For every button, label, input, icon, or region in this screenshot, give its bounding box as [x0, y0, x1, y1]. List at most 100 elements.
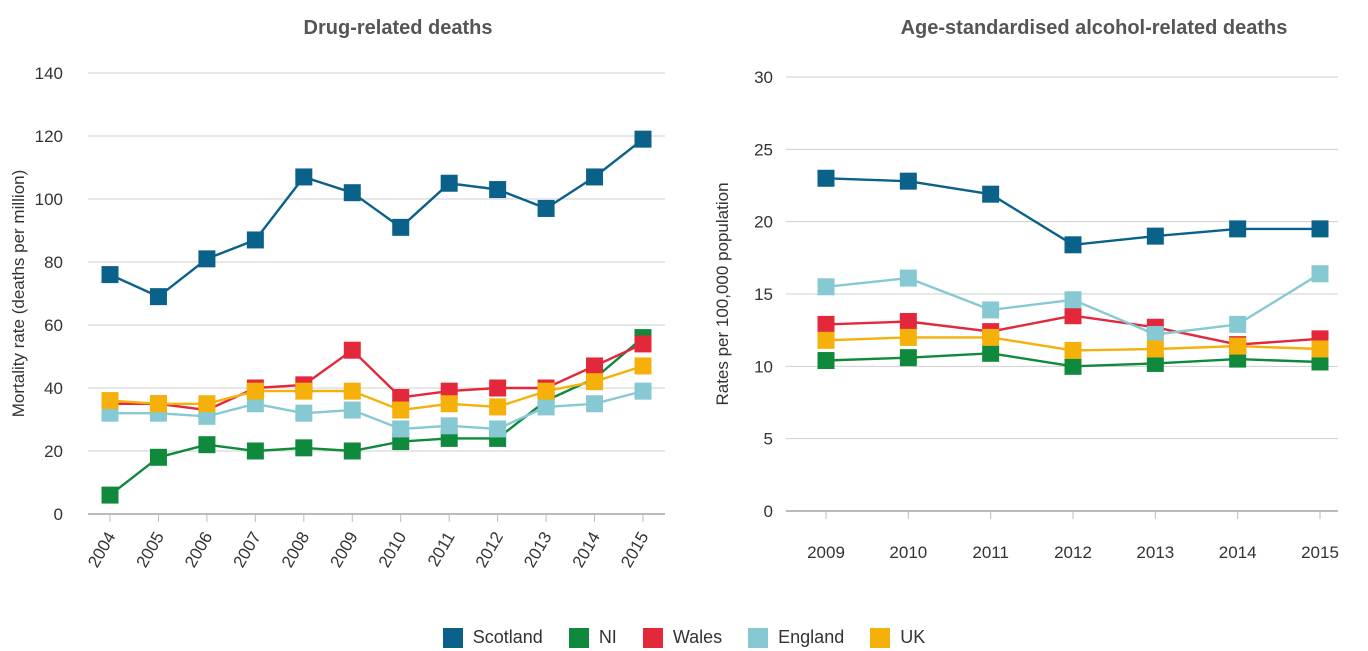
data-point-scotland — [1146, 227, 1164, 245]
legend-label: Scotland — [472, 627, 543, 647]
y-axis-title: Mortality rate (deaths per million) — [9, 170, 28, 418]
data-point-ni — [101, 486, 119, 504]
y-tick-label: 10 — [754, 357, 773, 376]
data-point-scotland — [489, 181, 507, 199]
legend-label: Wales — [672, 627, 723, 647]
x-tick-label: 2012 — [472, 529, 507, 571]
series-line-england — [110, 389, 644, 431]
legend-label: NI — [598, 627, 617, 647]
data-point-wales — [1064, 307, 1082, 325]
data-point-ni — [1229, 350, 1247, 368]
data-point-england — [899, 269, 917, 287]
x-tick-label: 2008 — [278, 529, 313, 571]
data-point-england — [982, 301, 1000, 319]
x-tick-label: 2014 — [1219, 543, 1257, 562]
y-tick-label: 20 — [754, 213, 773, 232]
data-point-england — [1229, 315, 1247, 333]
legend-item-scotland[interactable]: Scotland — [442, 627, 543, 648]
data-point-england — [1146, 326, 1164, 344]
legend-label: England — [778, 627, 845, 647]
x-tick-label: 2013 — [1136, 543, 1174, 562]
data-point-scotland — [295, 168, 313, 186]
data-point-ni — [1146, 354, 1164, 372]
x-tick-label: 2006 — [181, 529, 216, 571]
data-point-scotland — [586, 168, 604, 186]
y-tick-label: 120 — [35, 127, 63, 146]
x-tick-label: 2009 — [807, 543, 845, 562]
data-point-uk — [149, 395, 167, 413]
chart-title: Drug-related deaths — [304, 17, 493, 39]
y-tick-label: 60 — [44, 316, 63, 335]
data-point-uk — [343, 382, 361, 400]
data-point-scotland — [440, 174, 458, 192]
legend-item-uk[interactable]: UK — [870, 627, 925, 648]
data-point-england — [634, 382, 652, 400]
data-point-wales — [343, 341, 361, 359]
data-point-uk — [899, 328, 917, 346]
data-point-scotland — [817, 169, 835, 187]
data-point-scotland — [149, 288, 167, 306]
data-point-scotland — [1064, 236, 1082, 254]
x-tick-label: 2013 — [520, 529, 555, 571]
data-point-ni — [295, 439, 313, 457]
legend-swatch — [870, 627, 891, 648]
data-point-uk — [440, 395, 458, 413]
legend-swatch — [642, 627, 663, 648]
legend-item-england[interactable]: England — [748, 627, 844, 648]
data-point-england — [1064, 291, 1082, 309]
data-point-scotland — [899, 172, 917, 190]
data-point-wales — [586, 357, 604, 375]
x-tick-label: 2009 — [326, 529, 361, 571]
legend-label: UK — [900, 627, 926, 647]
data-point-scotland — [634, 130, 652, 148]
y-tick-label: 140 — [35, 64, 63, 83]
chart-1: Drug-related deaths 0 20 40 60 80 100 120 140 200… — [9, 17, 665, 571]
y-tick-label: 15 — [754, 285, 773, 304]
x-tick-label: 2015 — [1301, 543, 1339, 562]
data-point-ni — [246, 442, 264, 460]
data-point-uk — [392, 401, 410, 419]
data-point-scotland — [982, 185, 1000, 203]
x-tick-label: 2015 — [617, 529, 652, 571]
legend-swatch — [442, 627, 463, 648]
data-point-ni — [1311, 353, 1329, 371]
data-point-ni — [198, 436, 216, 454]
chart-title: Age-standardised alcohol-related deaths — [901, 17, 1288, 39]
data-point-england — [817, 278, 835, 296]
data-point-ni — [149, 448, 167, 466]
data-point-uk — [1064, 341, 1082, 359]
x-tick-label: 2011 — [972, 543, 1009, 562]
data-point-wales — [634, 335, 652, 353]
data-point-england — [392, 420, 410, 438]
data-point-uk — [1229, 337, 1247, 355]
data-point-uk — [1311, 340, 1329, 358]
data-point-england — [537, 398, 555, 416]
data-point-uk — [295, 382, 313, 400]
legend-item-ni[interactable]: NI — [568, 627, 617, 648]
legend-item-wales[interactable]: Wales — [642, 627, 723, 648]
data-point-wales — [899, 312, 917, 330]
y-tick-label: 0 — [54, 505, 63, 524]
data-point-england — [295, 404, 313, 422]
data-point-ni — [343, 442, 361, 460]
data-point-uk — [246, 382, 264, 400]
y-axis-title: Rates per 100,000 population — [713, 182, 732, 405]
data-point-england — [489, 420, 507, 438]
y-tick-label: 20 — [44, 442, 63, 461]
x-tick-label: 2005 — [133, 529, 168, 571]
data-point-uk — [634, 357, 652, 375]
series-line-scotland — [109, 138, 644, 298]
data-point-ni — [1064, 357, 1082, 375]
data-point-england — [440, 417, 458, 435]
x-tick-label: 2010 — [375, 529, 410, 571]
data-point-scotland — [1311, 220, 1329, 238]
x-tick-label: 2007 — [229, 529, 264, 571]
data-point-ni — [982, 344, 1000, 362]
y-tick-label: 40 — [44, 379, 63, 398]
legend-swatch — [568, 627, 589, 648]
x-tick-label: 2011 — [424, 529, 459, 570]
legend-swatch — [748, 627, 769, 648]
data-point-scotland — [392, 218, 410, 236]
data-point-england — [586, 395, 604, 413]
